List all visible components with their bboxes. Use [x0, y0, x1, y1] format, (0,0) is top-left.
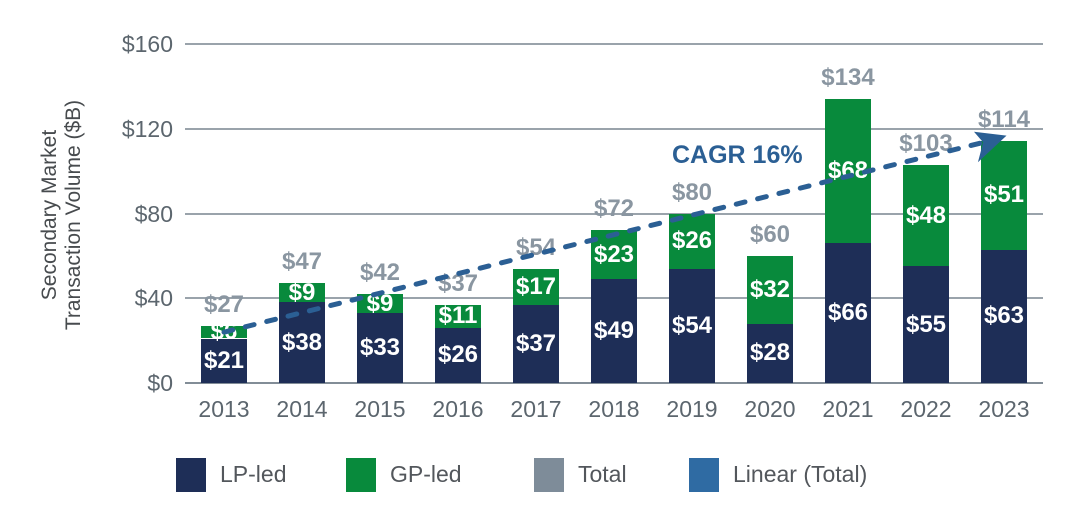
lp-value-label: $54 [671, 311, 713, 339]
legend-swatch-icon [176, 457, 206, 492]
lp-value-label: $66 [827, 299, 869, 327]
legend-label: LP-led [220, 461, 287, 487]
total-value-label: $54 [515, 233, 557, 261]
gp-value-label: $9 [288, 278, 316, 306]
legend-item-total: Total [534, 457, 627, 492]
lp-value-label: $26 [437, 341, 479, 369]
total-value-label: $114 [977, 106, 1031, 134]
legend-swatch-icon [534, 457, 564, 492]
x-axis-label-2017: 2017 [510, 396, 562, 422]
x-axis-label-2015: 2015 [354, 396, 406, 422]
gp-value-label: $32 [749, 275, 791, 303]
gridline-120 [185, 127, 1043, 130]
total-value-label: $134 [821, 64, 875, 92]
legend-label: Linear (Total) [733, 461, 868, 487]
lp-value-label: $33 [359, 334, 401, 362]
lp-value-label: $28 [749, 339, 791, 367]
legend-label: Total [578, 461, 627, 487]
x-axis-label-2020: 2020 [744, 396, 796, 422]
y-axis-title-line2: Transaction Volume ($B) [62, 99, 85, 331]
lp-value-label: $63 [983, 302, 1025, 330]
x-axis-label-2018: 2018 [588, 396, 640, 422]
gp-value-label: $48 [905, 201, 947, 229]
lp-value-label: $37 [515, 329, 557, 357]
cagr-annotation: CAGR 16% [672, 141, 803, 169]
x-axis-label-2013: 2013 [198, 396, 250, 422]
gp-value-label: $23 [593, 240, 635, 268]
gp-value-label: $17 [515, 272, 557, 300]
y-tick-label: $0 [147, 370, 173, 396]
lp-value-label: $38 [281, 328, 323, 356]
legend-item-gp-led: GP-led [346, 457, 462, 492]
gp-value-label: $68 [827, 157, 869, 185]
lp-value-label: $21 [203, 346, 245, 374]
legend-swatch-icon [346, 457, 376, 492]
legend-swatch-icon [689, 457, 719, 492]
y-tick-label: $40 [134, 285, 173, 312]
lp-value-label: $49 [593, 317, 635, 345]
gp-value-label: $9 [366, 289, 394, 317]
gp-value-label: $51 [983, 181, 1025, 209]
bar-segment-lp-2016 [435, 327, 481, 383]
gridline-160 [185, 43, 1043, 45]
x-axis-label-2022: 2022 [900, 396, 952, 422]
total-value-label: $47 [281, 248, 323, 276]
total-value-label: $27 [203, 290, 245, 318]
x-axis-label-2021: 2021 [822, 396, 874, 422]
y-axis-title: Secondary Market Transaction Volume ($B) [38, 49, 86, 381]
total-value-label: $37 [437, 269, 479, 297]
legend-label: GP-led [390, 461, 462, 487]
y-tick-label: $80 [134, 200, 173, 227]
total-value-label: $72 [593, 195, 635, 223]
legend-item-linear-total: Linear (Total) [689, 457, 867, 492]
x-axis-label-2023: 2023 [978, 396, 1030, 422]
total-value-label: $80 [671, 178, 713, 206]
gp-value-label: $6 [210, 318, 238, 346]
y-axis-title-line1: Secondary Market [38, 129, 61, 301]
y-tick-label: $160 [121, 31, 173, 57]
gp-value-label: $26 [671, 227, 713, 255]
y-tick-label: $120 [121, 115, 173, 142]
gp-value-label: $11 [438, 302, 478, 330]
total-value-label: $103 [899, 129, 953, 157]
legend: LP-led GP-led Total Linear (Total) [0, 457, 1076, 492]
lp-value-label: $55 [905, 310, 947, 338]
gridline-0 [185, 382, 1043, 384]
total-value-label: $42 [359, 259, 401, 286]
x-axis-label-2014: 2014 [276, 396, 328, 422]
x-axis-label-2016: 2016 [432, 396, 484, 422]
x-axis-label-2019: 2019 [666, 396, 718, 422]
total-value-label: $60 [749, 220, 791, 248]
legend-item-lp-led: LP-led [176, 457, 286, 492]
bar-segment-lp-2013 [201, 338, 247, 383]
